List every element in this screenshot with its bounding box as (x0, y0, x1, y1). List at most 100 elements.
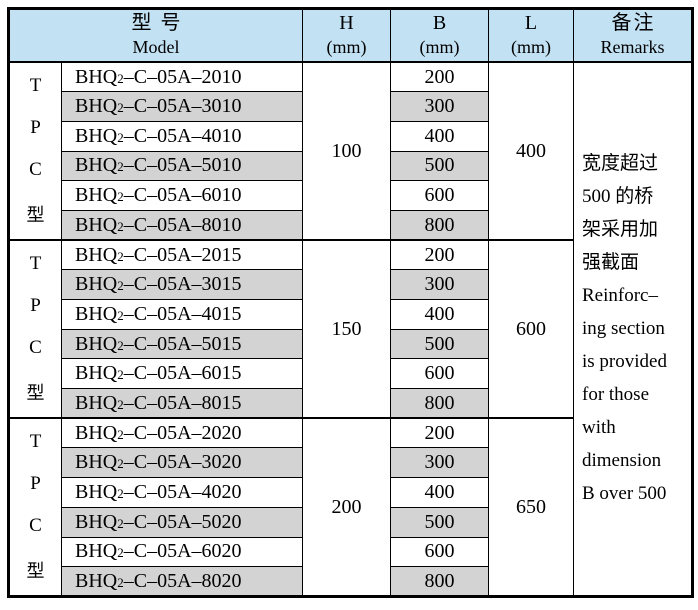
group-label-tpc: T P C 型 (8, 61, 62, 241)
table-row: BHQ2–C–05A–3020 300 (9, 447, 693, 479)
model-text: BHQ (75, 421, 118, 444)
model-text: BHQ (75, 332, 118, 355)
remarks-cell: 宽度超过 500 的桥 架采用加 强截面 Reinforc– ing secti… (573, 61, 693, 597)
model-subscript: 2 (117, 248, 124, 264)
model-cell: BHQ2–C–05A–2020 (61, 417, 303, 449)
model-cell: BHQ2–C–05A–8010 (61, 209, 303, 241)
model-text: BHQ (75, 154, 118, 177)
remarks-line: B over 500 (582, 483, 667, 505)
table-row: BHQ2–C–05A–6020 600 (9, 536, 693, 568)
model-subscript: 2 (117, 396, 124, 412)
model-text: BHQ (75, 569, 118, 592)
b-value-cell: 400 (390, 299, 489, 330)
remarks-line: 强截面 (582, 252, 640, 274)
remarks-line: 架采用加 (582, 219, 659, 241)
b-value-cell: 300 (390, 269, 489, 300)
model-text: –C–05A–6015 (123, 362, 242, 385)
table-row: BHQ2–C–05A–4020 400 (9, 477, 693, 508)
model-text: –C–05A–3020 (123, 451, 242, 474)
table-row: BHQ2–C–05A–3015 300 (9, 269, 693, 300)
remarks-line: Reinforc– (582, 285, 658, 307)
b-value-cell: 600 (390, 180, 489, 211)
model-cell: BHQ2–C–05A–4020 (61, 477, 303, 508)
b-value-cell: 800 (390, 209, 489, 241)
model-text: –C–05A–4010 (123, 124, 242, 147)
model-subscript: 2 (117, 515, 124, 531)
model-subscript: 2 (117, 189, 124, 205)
table-row: T P C 型 BHQ2–C–05A–2020 200 200 650 (8, 417, 693, 597)
h-value-cell: 200 (302, 417, 391, 597)
b-value-cell: 200 (390, 239, 489, 271)
model-text: BHQ (75, 213, 118, 236)
b-value-cell: 300 (390, 91, 489, 122)
model-text: –C–05A–2010 (123, 65, 242, 88)
header-b: B (mm) (390, 8, 489, 63)
group-label-stack: T P C 型 (10, 65, 61, 237)
model-subscript: 2 (117, 278, 124, 294)
b-value-cell: 400 (390, 477, 489, 508)
model-text: –C–05A–8020 (123, 569, 242, 592)
header-model: 型号 Model (8, 8, 303, 63)
model-subscript: 2 (117, 129, 124, 145)
header-model-zh: 型号 (131, 12, 190, 34)
model-subscript: 2 (117, 574, 124, 590)
model-text: BHQ (75, 451, 118, 474)
h-value-cell: 150 (302, 239, 391, 419)
model-text: –C–05A–8010 (123, 213, 242, 236)
group-label-stack: T P C 型 (10, 421, 61, 593)
group-label-char: C (29, 515, 42, 537)
model-text: BHQ (75, 480, 118, 503)
model-text: BHQ (75, 184, 118, 207)
model-text: –C–05A–6010 (123, 184, 242, 207)
model-subscript: 2 (117, 159, 124, 175)
table-row: BHQ2–C–05A–8020 800 (9, 566, 693, 597)
model-text: BHQ (75, 124, 118, 147)
group-label-stack: T P C 型 (10, 243, 61, 415)
b-value-cell: 800 (390, 388, 489, 419)
model-text: –C–05A–2015 (123, 243, 242, 266)
group-label-char: P (30, 473, 41, 495)
model-spec-table: 型号 Model H (mm) B (mm) L (mm) 备注 Remarks (7, 7, 694, 598)
remarks-line: with (582, 417, 616, 439)
header-l: L (mm) (488, 8, 574, 63)
header-h-unit: (mm) (326, 37, 367, 57)
model-text: BHQ (75, 362, 118, 385)
model-subscript: 2 (117, 337, 124, 353)
model-cell: BHQ2–C–05A–6015 (61, 358, 303, 390)
model-text: –C–05A–3010 (123, 95, 242, 118)
model-cell: BHQ2–C–05A–3015 (61, 269, 303, 300)
l-value-cell: 650 (488, 417, 574, 597)
model-text: BHQ (75, 273, 118, 296)
model-text: –C–05A–5015 (123, 332, 242, 355)
header-model-en: Model (132, 37, 180, 57)
remarks-line: ing section (582, 318, 665, 340)
b-value-cell: 500 (390, 150, 489, 182)
table-row: BHQ2–C–05A–6010 600 (9, 180, 693, 211)
model-text: BHQ (75, 510, 118, 533)
model-cell: BHQ2–C–05A–8020 (61, 566, 303, 597)
model-text: –C–05A–5020 (123, 510, 242, 533)
model-cell: BHQ2–C–05A–6010 (61, 180, 303, 211)
header-row: 型号 Model H (mm) B (mm) L (mm) 备注 Remarks (8, 8, 693, 63)
model-cell: BHQ2–C–05A–5020 (61, 506, 303, 538)
model-subscript: 2 (117, 100, 124, 116)
table-row: BHQ2–C–05A–5010 500 (9, 150, 693, 182)
table-row: BHQ2–C–05A–8015 800 (9, 388, 693, 419)
group-label-char: 型 (26, 205, 45, 226)
header-remarks-zh: 备注 (611, 12, 656, 34)
header-h-label: H (339, 12, 354, 34)
group-label-char: T (29, 75, 42, 97)
model-text: –C–05A–5010 (123, 154, 242, 177)
model-subscript: 2 (117, 367, 124, 383)
remarks-line: dimension (582, 450, 662, 472)
group-label-char: P (30, 295, 41, 317)
table-row: T P C 型 BHQ2–C–05A–2010 100 200 400 宽度超过… (8, 61, 693, 597)
model-cell: BHQ2–C–05A–6020 (61, 536, 303, 568)
model-cell: BHQ2–C–05A–5010 (61, 150, 303, 182)
b-value-cell: 500 (390, 328, 489, 360)
l-value-cell: 600 (488, 239, 574, 419)
b-value-cell: 800 (390, 566, 489, 597)
model-text: –C–05A–6020 (123, 540, 242, 563)
header-remarks-en: Remarks (600, 37, 665, 57)
